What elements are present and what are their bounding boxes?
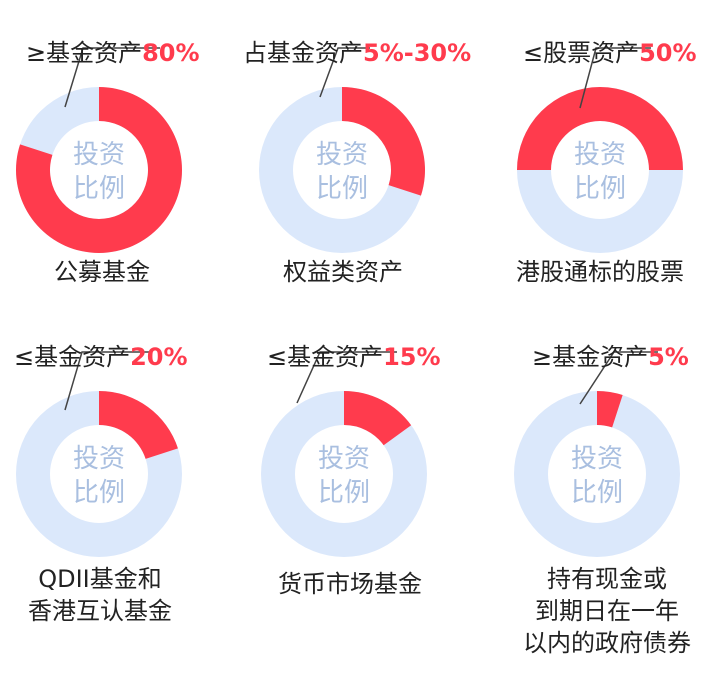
chart-3-value-arc	[517, 87, 683, 170]
chart-6-caption-line-2: 到期日在一年	[535, 597, 679, 625]
chart-4-label-prefix: ≤基金资产	[14, 343, 131, 371]
chart-6-label-prefix: ≥基金资产	[532, 343, 649, 371]
chart-5-leader-line	[296, 351, 397, 404]
chart-4-caption-line-1: QDII基金和	[38, 565, 162, 593]
chart-3-label-prefix: ≤股票资产	[523, 39, 640, 67]
chart-2-label: 占基金资产5%-30%	[243, 40, 471, 66]
chart-4-leader-line	[64, 351, 150, 411]
chart-6-value-arc	[597, 391, 623, 428]
chart-5-caption: 货币市场基金	[230, 568, 470, 600]
chart-6-label: ≥基金资产5%	[532, 344, 689, 370]
chart-2-center-text-1: 投资	[316, 140, 368, 170]
chart-3-caption-line-1: 港股通标的股票	[516, 258, 684, 286]
chart-5-label-value: 15%	[383, 343, 441, 371]
chart-1-value-arc	[15, 87, 182, 253]
chart-2-leader-line	[319, 47, 370, 98]
chart-1-label-prefix: ≥基金资产	[26, 39, 143, 67]
chart-6-center-text-2: 比例	[571, 478, 623, 508]
chart-6-caption-line-3: 以内的政府债券	[523, 629, 691, 657]
chart-3-center-text-2: 比例	[574, 174, 626, 204]
chart-4-center-text-2: 比例	[73, 478, 125, 508]
chart-3-label-value: 50%	[639, 39, 697, 67]
chart-2-caption-line-1: 权益类资产	[283, 258, 403, 286]
chart-3-label: ≤股票资产50%	[523, 40, 697, 66]
chart-5-label-prefix: ≤基金资产	[267, 343, 384, 371]
chart-5-center-text-2: 比例	[318, 478, 370, 508]
chart-1-caption: 公募基金	[0, 256, 222, 288]
chart-3-caption: 港股通标的股票	[480, 256, 720, 288]
chart-5-center-text-1: 投资	[318, 444, 370, 474]
chart-4-caption: QDII基金和 香港互认基金	[0, 563, 220, 627]
chart-4-label-value: 20%	[130, 343, 188, 371]
chart-5-value-arc	[344, 391, 412, 446]
chart-1-center-text-2: 比例	[73, 174, 125, 204]
chart-1-caption-line-1: 公募基金	[54, 258, 150, 286]
chart-6-center-text-1: 投资	[571, 444, 623, 474]
chart-1-label: ≥基金资产80%	[26, 40, 200, 66]
chart-5-caption-line-1: 货币市场基金	[278, 570, 422, 598]
chart-4-value-arc	[99, 391, 178, 459]
chart-4-label: ≤基金资产20%	[14, 344, 188, 370]
chart-4-caption-line-2: 香港互认基金	[28, 597, 172, 625]
chart-1-leader-line	[64, 47, 160, 108]
chart-6-caption: 持有现金或到期日在一年 以内的政府债券	[487, 563, 720, 659]
chart-1-center-text-1: 投资	[73, 140, 125, 170]
chart-2-value-arc	[342, 87, 425, 196]
chart-6-label-value: 5%	[648, 343, 689, 371]
chart-2-caption: 权益类资产	[223, 256, 463, 288]
chart-4-center-text-1: 投资	[73, 444, 125, 474]
chart-2-label-value: 5%-30%	[363, 39, 472, 67]
chart-5-label: ≤基金资产15%	[267, 344, 441, 370]
chart-3-center-text-1: 投资	[574, 140, 626, 170]
chart-2-center-text-2: 比例	[316, 174, 368, 204]
chart-6-track-ring	[514, 391, 680, 557]
chart-2-label-prefix: 占基金资产	[243, 39, 363, 67]
chart-6-caption-line-1: 持有现金或	[547, 565, 667, 593]
chart-6-leader-line	[579, 351, 658, 405]
chart-1-label-value: 80%	[142, 39, 200, 67]
chart-3-leader-line	[579, 47, 651, 109]
